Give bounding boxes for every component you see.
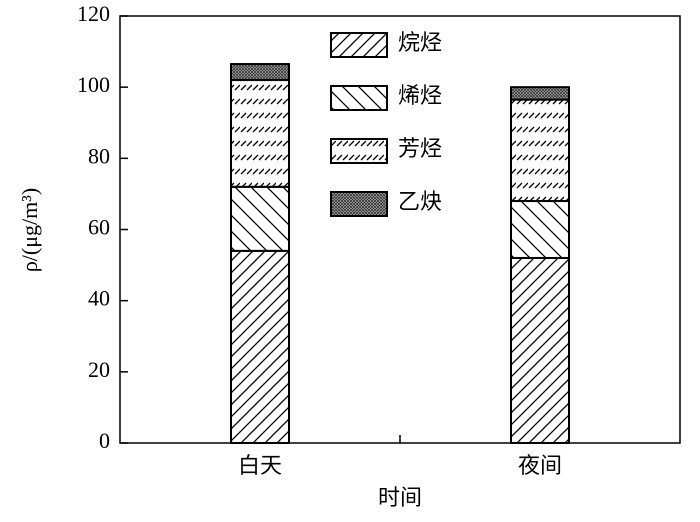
legend-swatch — [330, 85, 388, 111]
legend-swatch — [330, 138, 388, 164]
y-tick-label: 0 — [99, 428, 110, 453]
y-tick-label: 100 — [77, 72, 110, 97]
bar-segment — [510, 256, 570, 445]
bar-segment — [510, 98, 570, 203]
legend-label: 烯烃 — [398, 83, 442, 108]
legend-swatch — [330, 191, 388, 217]
legend-swatch — [330, 32, 388, 58]
y-tick-label: 20 — [88, 357, 110, 382]
bar-segment — [510, 86, 570, 101]
legend-label: 乙炔 — [398, 189, 442, 214]
y-tick-label: 120 — [77, 1, 110, 26]
bar-segment — [230, 63, 290, 82]
y-tick-label: 60 — [88, 215, 110, 240]
plot-frame — [119, 15, 681, 444]
bar-segment — [230, 79, 290, 188]
x-axis-title: 时间 — [378, 485, 422, 510]
legend-label: 烷烃 — [398, 30, 442, 55]
bar-segment — [230, 249, 290, 444]
x-tick-label: 白天 — [238, 453, 282, 478]
bar-segment — [230, 185, 290, 252]
legend-label: 芳烃 — [398, 136, 442, 161]
bar-segment — [510, 200, 570, 259]
y-tick-label: 40 — [88, 286, 110, 311]
y-tick-label: 80 — [88, 143, 110, 168]
x-tick-label: 夜间 — [518, 453, 562, 478]
y-axis-title: ρ/(μg/m³) — [17, 188, 42, 272]
